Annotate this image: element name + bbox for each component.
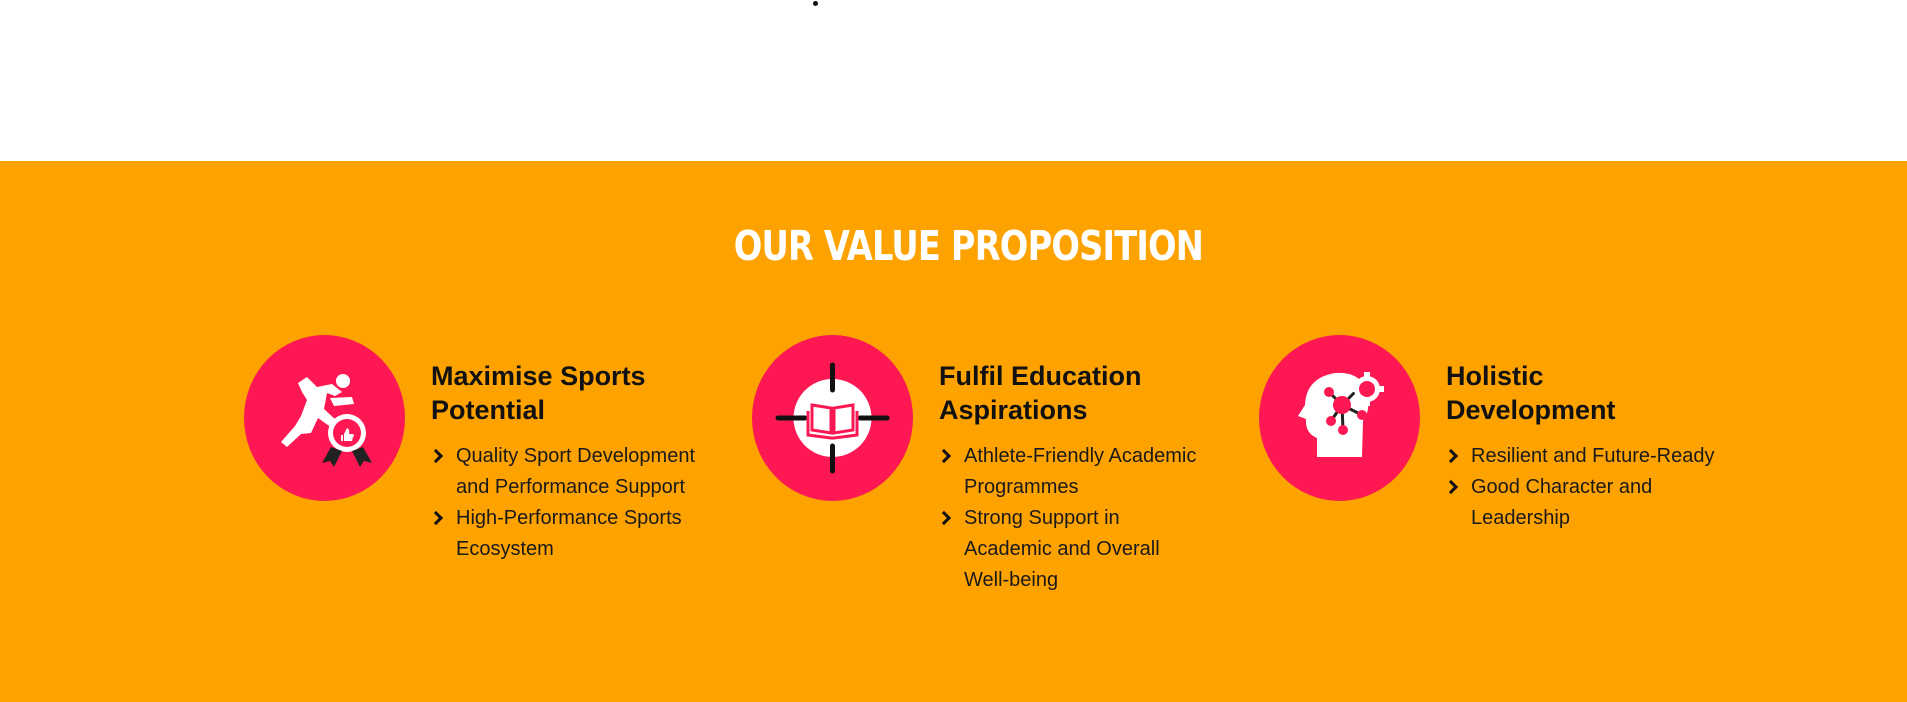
chevron-right-icon bbox=[428, 510, 444, 526]
card-title: Maximise Sports Potential bbox=[431, 361, 646, 425]
section-title: OUR VALUE PROPOSITION bbox=[733, 222, 1204, 270]
list-item: Resilient and Future-Ready bbox=[1443, 441, 1716, 472]
list-item: Good Character and Leadership bbox=[1443, 472, 1716, 534]
list-item: Athlete-Friendly Academic Programmes bbox=[936, 441, 1209, 503]
card-title: Holistic Development bbox=[1446, 361, 1616, 425]
value-card-education: Fulfil Education Aspirations Athlete-Fri… bbox=[752, 335, 1232, 635]
head-network-icon bbox=[1259, 335, 1420, 501]
dot-marker bbox=[813, 1, 818, 6]
target-book-icon bbox=[752, 335, 913, 501]
list-item: High-Performance Sports Ecosystem bbox=[428, 503, 701, 565]
chevron-right-icon bbox=[936, 448, 952, 464]
top-white-area bbox=[0, 0, 1907, 161]
value-card-sports: Maximise Sports Potential Quality Sport … bbox=[244, 335, 724, 635]
chevron-right-icon bbox=[1443, 479, 1459, 495]
benefit-list: Athlete-Friendly Academic Programmes Str… bbox=[936, 441, 1209, 596]
sprinter-award-icon bbox=[244, 335, 405, 501]
card-title: Fulfil Education Aspirations bbox=[939, 361, 1142, 425]
list-item: Quality Sport Development and Performanc… bbox=[428, 441, 701, 503]
value-card-holistic: Holistic Development Resilient and Futur… bbox=[1259, 335, 1739, 635]
benefit-list: Quality Sport Development and Performanc… bbox=[428, 441, 701, 565]
list-item: Strong Support in Academic and Overall W… bbox=[936, 503, 1209, 596]
chevron-right-icon bbox=[936, 510, 952, 526]
chevron-right-icon bbox=[428, 448, 444, 464]
chevron-right-icon bbox=[1443, 448, 1459, 464]
benefit-list: Resilient and Future-Ready Good Characte… bbox=[1443, 441, 1716, 534]
